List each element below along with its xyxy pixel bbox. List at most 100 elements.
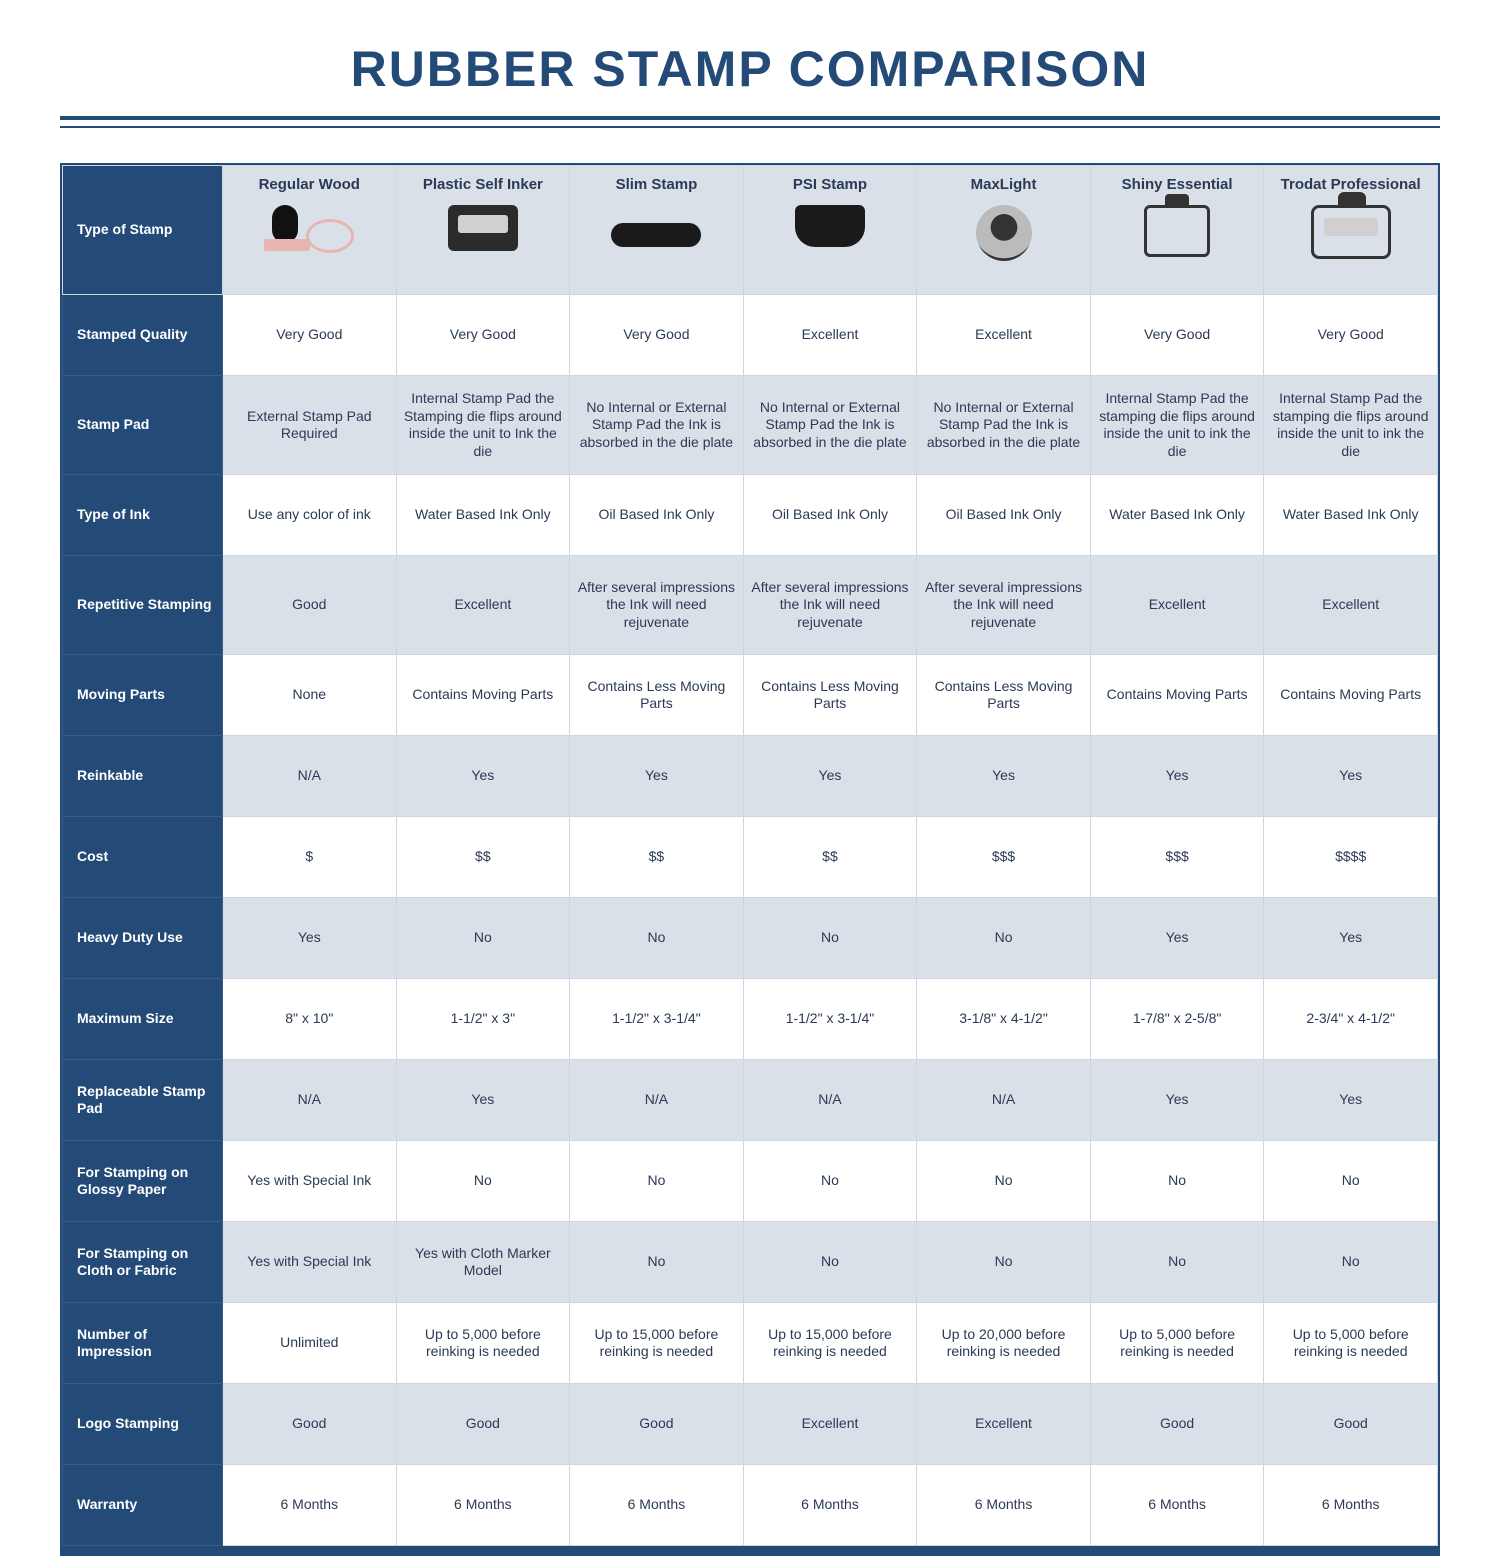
table-cell: Contains Less Moving Parts: [917, 655, 1091, 736]
table-cell: Yes: [570, 736, 744, 817]
table-cell: N/A: [570, 1060, 744, 1141]
table-cell: 6 Months: [570, 1465, 744, 1546]
table-cell: $$$: [1090, 817, 1264, 898]
table-cell: Yes with Special Ink: [223, 1141, 397, 1222]
table-cell: No: [396, 898, 570, 979]
table-cell: Yes: [1090, 898, 1264, 979]
table-cell: Good: [1264, 1384, 1438, 1465]
table-cell: Yes: [1264, 736, 1438, 817]
corner-label: Type of Stamp: [63, 166, 223, 295]
page: RUBBER STAMP COMPARISON Type of Stamp Re…: [0, 0, 1500, 1500]
table-cell: 6 Months: [743, 1465, 917, 1546]
table-cell: Excellent: [917, 295, 1091, 376]
col-regular-wood: Regular Wood: [223, 166, 397, 295]
table-cell: Water Based Ink Only: [1264, 475, 1438, 556]
table-cell: $$: [396, 817, 570, 898]
table-cell: No: [743, 898, 917, 979]
row-label: Stamp Pad: [63, 376, 223, 475]
row-label: Number of Impression: [63, 1303, 223, 1384]
table-row: Heavy Duty UseYesNoNoNoNoYesYes: [63, 898, 1438, 979]
table-row: Cost$$$$$$$$$$$$$$$$$: [63, 817, 1438, 898]
table-cell: After several impressions the Ink will n…: [917, 556, 1091, 655]
table-cell: Water Based Ink Only: [396, 475, 570, 556]
col-label: Trodat Professional: [1281, 176, 1421, 193]
maxlight-stamp-icon: [976, 205, 1032, 261]
table-cell: No: [570, 898, 744, 979]
table-cell: No: [917, 898, 1091, 979]
table-cell: $: [223, 817, 397, 898]
table-cell: Up to 5,000 before reinking is needed: [1264, 1303, 1438, 1384]
table-cell: After several impressions the Ink will n…: [570, 556, 744, 655]
table-cell: Yes: [1264, 1060, 1438, 1141]
col-label: Plastic Self Inker: [423, 176, 543, 193]
table-cell: 6 Months: [1090, 1465, 1264, 1546]
row-label: For Stamping on Glossy Paper: [63, 1141, 223, 1222]
table-cell: No: [917, 1222, 1091, 1303]
table-cell: Very Good: [223, 295, 397, 376]
table-cell: Up to 20,000 before reinking is needed: [917, 1303, 1091, 1384]
table-cell: No: [570, 1222, 744, 1303]
table-cell: No Internal or External Stamp Pad the In…: [570, 376, 744, 475]
comparison-table-wrap: Type of Stamp Regular Wood Plastic Self …: [60, 163, 1440, 1556]
table-body: Stamped QualityVery GoodVery GoodVery Go…: [63, 295, 1438, 1546]
slim-stamp-icon: [611, 223, 701, 247]
table-cell: Up to 5,000 before reinking is needed: [1090, 1303, 1264, 1384]
row-label: Reinkable: [63, 736, 223, 817]
row-label: Logo Stamping: [63, 1384, 223, 1465]
col-label: MaxLight: [971, 176, 1037, 193]
psi-stamp-icon: [795, 205, 865, 247]
table-cell: Contains Less Moving Parts: [743, 655, 917, 736]
row-label: Warranty: [63, 1465, 223, 1546]
table-cell: After several impressions the Ink will n…: [743, 556, 917, 655]
table-cell: Yes: [917, 736, 1091, 817]
table-cell: $$: [570, 817, 744, 898]
table-cell: Oil Based Ink Only: [570, 475, 744, 556]
table-row: Warranty6 Months6 Months6 Months6 Months…: [63, 1465, 1438, 1546]
table-cell: 1-1/2" x 3": [396, 979, 570, 1060]
col-plastic-self-inker: Plastic Self Inker: [396, 166, 570, 295]
self-inker-icon: [448, 205, 518, 251]
table-cell: No: [1090, 1222, 1264, 1303]
table-cell: Good: [570, 1384, 744, 1465]
col-psi-stamp: PSI Stamp: [743, 166, 917, 295]
table-cell: Unlimited: [223, 1303, 397, 1384]
col-label: Regular Wood: [259, 176, 360, 193]
table-cell: No: [1264, 1141, 1438, 1222]
table-cell: Internal Stamp Pad the stamping die flip…: [1090, 376, 1264, 475]
table-cell: Internal Stamp Pad the stamping die flip…: [1264, 376, 1438, 475]
table-cell: 3-1/8" x 4-1/2": [917, 979, 1091, 1060]
table-cell: N/A: [917, 1060, 1091, 1141]
table-row: Repetitive StampingGoodExcellentAfter se…: [63, 556, 1438, 655]
table-cell: Excellent: [917, 1384, 1091, 1465]
table-cell: No: [743, 1222, 917, 1303]
title-block: RUBBER STAMP COMPARISON: [60, 0, 1440, 128]
table-cell: No: [396, 1141, 570, 1222]
table-cell: N/A: [223, 736, 397, 817]
table-cell: Very Good: [1090, 295, 1264, 376]
row-label: Repetitive Stamping: [63, 556, 223, 655]
row-label: Replaceable Stamp Pad: [63, 1060, 223, 1141]
row-label: Cost: [63, 817, 223, 898]
table-cell: 6 Months: [223, 1465, 397, 1546]
row-label: For Stamping on Cloth or Fabric: [63, 1222, 223, 1303]
table-cell: Good: [223, 1384, 397, 1465]
col-label: Shiny Essential: [1122, 176, 1233, 193]
trodat-stamp-icon: [1311, 205, 1391, 259]
table-cell: Excellent: [743, 295, 917, 376]
table-cell: No Internal or External Stamp Pad the In…: [917, 376, 1091, 475]
col-slim-stamp: Slim Stamp: [570, 166, 744, 295]
row-label: Type of Ink: [63, 475, 223, 556]
table-cell: No Internal or External Stamp Pad the In…: [743, 376, 917, 475]
table-cell: 1-1/2" x 3-1/4": [570, 979, 744, 1060]
table-cell: Yes: [1264, 898, 1438, 979]
table-row: Type of InkUse any color of inkWater Bas…: [63, 475, 1438, 556]
table-cell: None: [223, 655, 397, 736]
header-row: Type of Stamp Regular Wood Plastic Self …: [63, 166, 1438, 295]
table-cell: No: [570, 1141, 744, 1222]
table-cell: Water Based Ink Only: [1090, 475, 1264, 556]
table-cell: N/A: [223, 1060, 397, 1141]
col-shiny-essential: Shiny Essential: [1090, 166, 1264, 295]
table-row: Logo StampingGoodGoodGoodExcellentExcell…: [63, 1384, 1438, 1465]
table-cell: Excellent: [1090, 556, 1264, 655]
table-cell: Excellent: [1264, 556, 1438, 655]
